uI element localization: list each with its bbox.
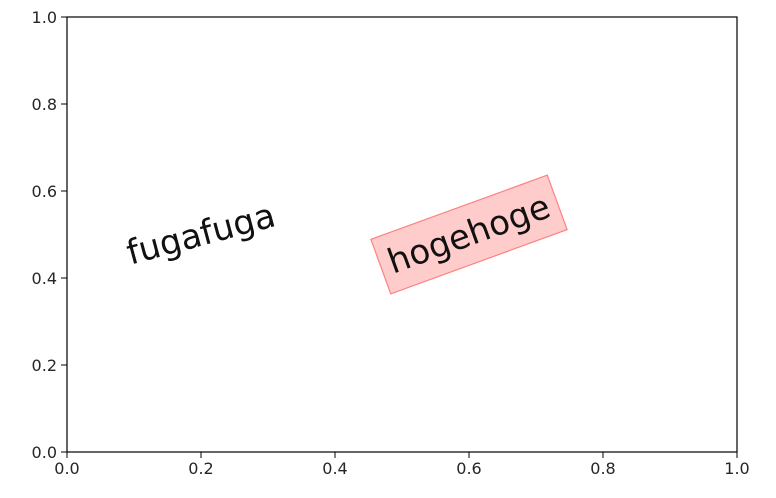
y-tick-label: 0.6 <box>32 182 57 201</box>
x-tick-label: 0.0 <box>54 459 79 478</box>
y-tick-label: 0.0 <box>32 443 57 462</box>
x-tick-label: 0.8 <box>590 459 615 478</box>
x-tick-label: 0.2 <box>188 459 213 478</box>
x-axis: 0.0 0.2 0.4 0.6 0.8 1.0 <box>54 452 750 478</box>
annotation-box <box>370 174 568 295</box>
y-tick-label: 0.8 <box>32 95 57 114</box>
y-tick-label: 1.0 <box>32 8 57 27</box>
x-tick-label: 1.0 <box>724 459 749 478</box>
x-tick-label: 0.6 <box>456 459 481 478</box>
y-tick-label: 0.2 <box>32 356 57 375</box>
x-tick-label: 0.4 <box>322 459 347 478</box>
y-axis: 0.0 0.2 0.4 0.6 0.8 1.0 <box>32 8 67 462</box>
y-tick-label: 0.4 <box>32 269 57 288</box>
